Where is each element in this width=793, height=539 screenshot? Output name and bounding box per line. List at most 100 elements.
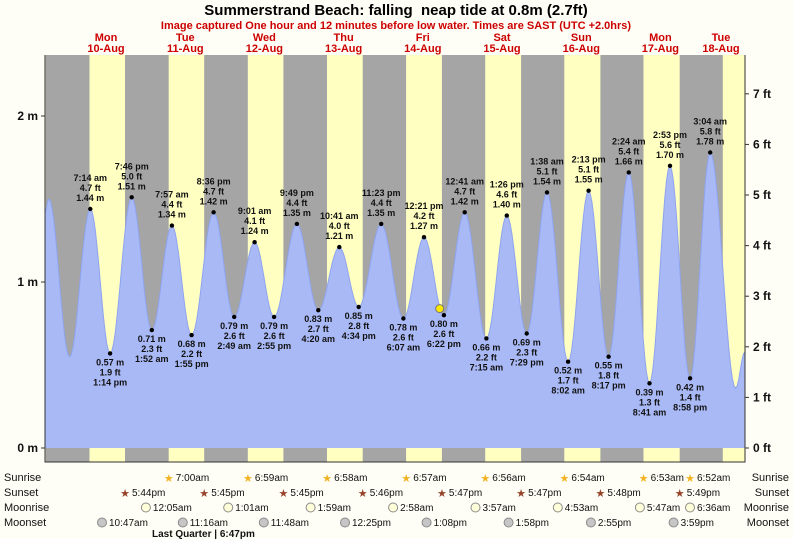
day-label-date: 10-Aug [87, 43, 124, 55]
y-axis-label-m: 2 m [17, 109, 38, 123]
day-label-name: Mon [649, 32, 672, 44]
tide-annotation: 1.44 m [76, 193, 104, 203]
almanac-time: 7:00am [176, 473, 209, 484]
almanac-time: 2:55pm [598, 518, 631, 529]
sunrise-star-icon: ★ [401, 473, 411, 485]
tide-annotation: 0.57 m [96, 357, 124, 367]
tide-annotation: 0.68 m [178, 339, 206, 349]
sunset-star-icon: ★ [278, 488, 288, 500]
tide-extreme-dot [544, 190, 550, 195]
y-axis-label-ft: 5 ft [753, 188, 771, 202]
sunset-star-icon: ★ [120, 488, 130, 500]
tide-annotation: 1.35 m [367, 208, 395, 218]
tide-extreme-dot [626, 170, 631, 175]
tide-extreme-dot [107, 351, 113, 356]
almanac-time: 5:47pm [449, 488, 482, 499]
almanac-time: 6:52am [697, 473, 730, 484]
tide-extreme-dot [667, 163, 673, 168]
almanac-time: 5:47pm [528, 488, 561, 499]
moonset-circle-icon [668, 517, 679, 528]
almanac-time: 6:53am [651, 473, 684, 484]
tide-annotation: 7:14 am [74, 173, 108, 183]
tide-extreme-dot [421, 235, 427, 240]
plot-border [44, 55, 746, 463]
moon-phase-text: Last Quarter | 6:47pm [152, 529, 255, 539]
tide-annotation: 2:55 pm [257, 341, 291, 351]
tide-annotation: 0.52 m [554, 366, 582, 376]
tide-annotation: 2.2 ft [181, 349, 202, 359]
moonrise-circle-icon [140, 502, 151, 513]
sunrise-star-icon: ★ [243, 473, 253, 485]
almanac-time: 6:36am [697, 503, 730, 514]
tide-annotation: 1.21 m [325, 231, 353, 241]
tide-extreme-dot [401, 316, 406, 321]
day-label-date: 18-Aug [702, 43, 739, 55]
almanac-time: 10:47am [109, 518, 148, 529]
chart-subtitle: Image captured One hour and 12 minutes b… [161, 20, 632, 32]
tide-extreme-dot [149, 327, 154, 333]
tide-area [45, 152, 745, 448]
almanac-row-label-right: Moonset [747, 517, 789, 529]
tide-annotation: 4.4 ft [161, 200, 182, 210]
day-label-date: 13-Aug [325, 43, 362, 55]
tide-extreme-dot [294, 221, 300, 227]
sunrise-star-icon: ★ [639, 473, 649, 485]
day-label-date: 15-Aug [483, 43, 520, 55]
tide-annotation: 1:14 pm [93, 377, 127, 387]
tide-annotation: 2.6 ft [264, 331, 285, 341]
tide-annotation: 0.78 m [389, 323, 417, 333]
sunset-star-icon: ★ [437, 488, 447, 500]
tide-annotation: 0.80 m [430, 319, 458, 329]
tide-extreme-dot [271, 314, 277, 320]
tide-curve-line [44, 151, 746, 390]
tide-annotation: 1.51 m [118, 181, 146, 191]
tide-extreme-dot [586, 188, 591, 193]
moonrise-circle-icon [685, 502, 695, 513]
tide-extreme-dot [441, 313, 447, 318]
tide-annotation: 8:58 pm [673, 402, 707, 412]
sunset-star-icon: ★ [199, 488, 209, 500]
tide-extreme-dot [337, 244, 342, 250]
tide-annotation: 12:41 am [445, 176, 484, 186]
tide-annotation: 1.55 m [575, 175, 603, 185]
tide-annotation: 2:53 pm [653, 130, 687, 140]
almanac-row-label-right: Sunset [755, 487, 789, 499]
day-label-date: 17-Aug [642, 43, 679, 55]
almanac-time: 6:54am [571, 473, 604, 484]
sunrise-star-icon: ★ [322, 473, 332, 485]
tide-annotation: 2.6 ft [433, 329, 454, 339]
tide-extreme-dot [565, 359, 571, 364]
tide-annotation: 4.1 ft [244, 216, 265, 226]
tide-extreme-dot [88, 206, 93, 212]
tide-annotation: 2:24 am [612, 136, 646, 146]
tide-annotation: 7:57 am [155, 190, 189, 200]
sunrise-star-icon: ★ [164, 473, 174, 485]
day-label-name: Mon [95, 32, 118, 44]
tide-annotation: 1.9 ft [100, 367, 121, 377]
tide-extreme-dot [708, 150, 713, 155]
almanac-time: 6:59am [255, 473, 288, 484]
tide-annotation: 2.3 ft [141, 344, 162, 354]
almanac-row-label-right: Moonrise [744, 502, 789, 514]
tide-annotation: 1.4 ft [680, 392, 701, 402]
tide-annotation: 6:22 pm [427, 339, 461, 349]
almanac-time: 6:56am [492, 473, 525, 484]
tide-extreme-dot [316, 308, 321, 313]
tide-extreme-dot [647, 381, 652, 386]
tide-annotation: 1.24 m [241, 226, 269, 236]
almanac-time: 5:46pm [370, 488, 403, 499]
tide-annotation: 8:02 am [551, 386, 585, 396]
tide-annotation: 4:20 am [302, 334, 336, 344]
tide-annotation: 5.0 ft [121, 171, 142, 181]
day-label-name: Thu [334, 32, 354, 44]
tide-annotation: 4.4 ft [371, 198, 392, 208]
almanac-time: 3:59pm [681, 518, 714, 529]
tide-extreme-dot [252, 240, 257, 245]
moonset-circle-icon [421, 517, 432, 528]
tide-annotation: 1.35 m [283, 208, 311, 218]
tide-annotation: 11:23 pm [362, 188, 401, 198]
day-label-name: Tue [176, 32, 195, 44]
y-axis-label-ft: 6 ft [753, 137, 771, 151]
tide-extreme-dot [687, 376, 693, 381]
